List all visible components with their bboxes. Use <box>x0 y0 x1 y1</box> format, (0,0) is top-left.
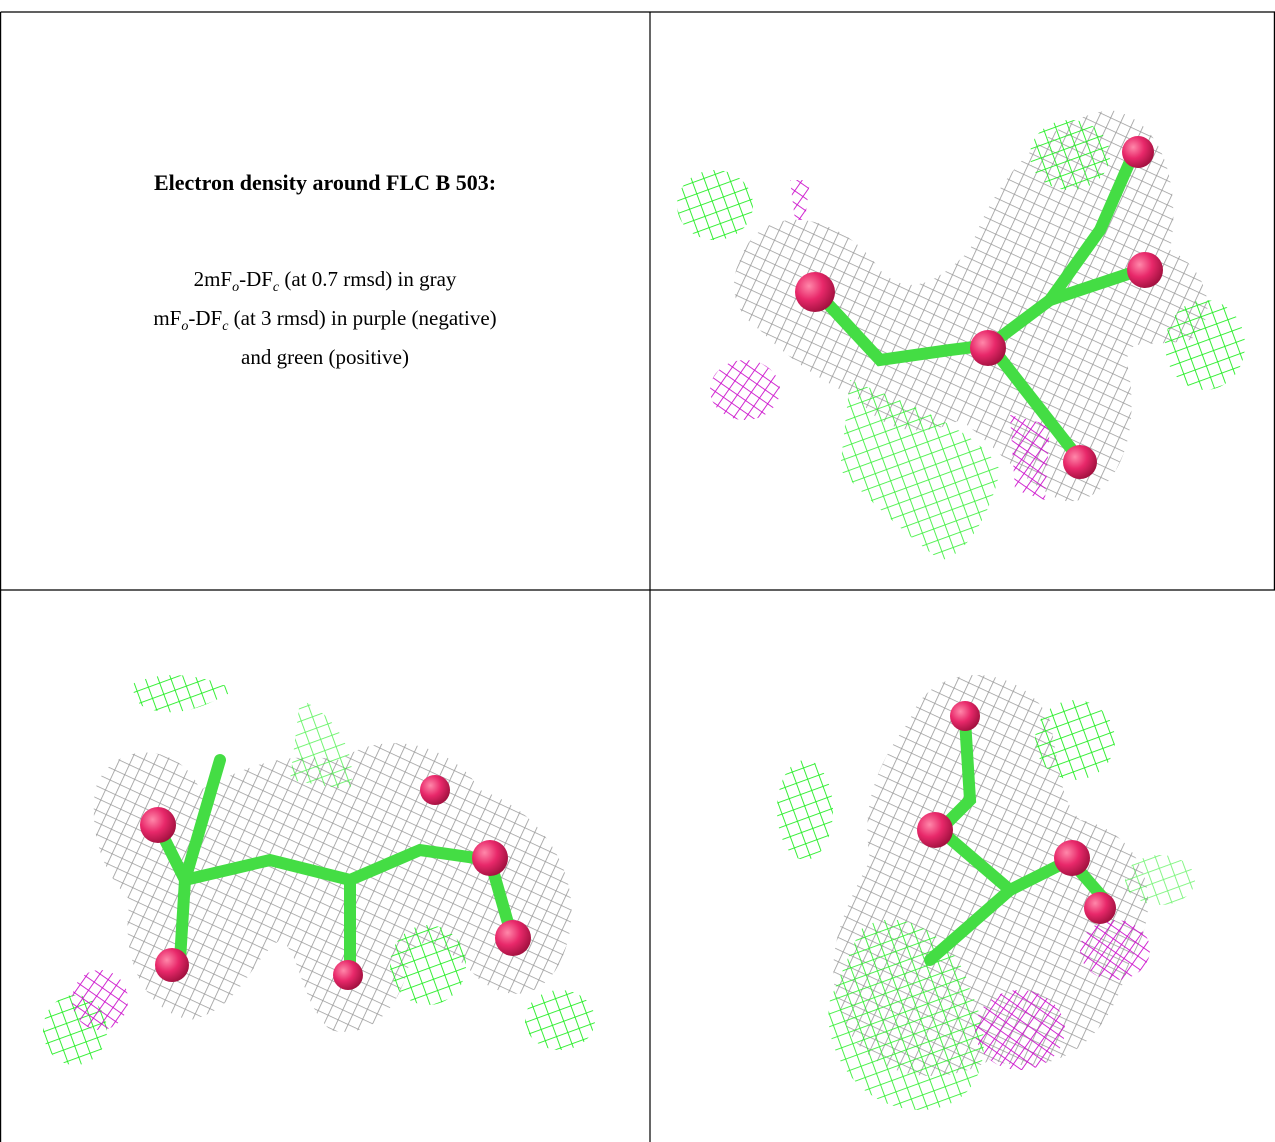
text: 2mF <box>194 267 233 291</box>
caption-line: 2mFo-DFc (at 0.7 rmsd) in gray <box>0 264 650 303</box>
text: -DF <box>188 306 222 330</box>
caption: Electron density around FLC B 503: 2mFo-… <box>0 170 650 373</box>
density-view-3 <box>777 675 1195 1110</box>
caption-title: Electron density around FLC B 503: <box>0 170 650 196</box>
page: Electron density figure {"caption": { "t… <box>0 0 1275 1142</box>
density-view-1 <box>677 110 1245 560</box>
text: -DF <box>239 267 273 291</box>
text: (at 3 rmsd) in purple (negative) <box>228 306 496 330</box>
caption-line: and green (positive) <box>0 342 650 373</box>
text: mF <box>153 306 181 330</box>
caption-line: mFo-DFc (at 3 rmsd) in purple (negative) <box>0 303 650 342</box>
density-view-2 <box>43 675 595 1065</box>
text: (at 0.7 rmsd) in gray <box>279 267 456 291</box>
figure: Electron density around FLC B 503: 2mFo-… <box>0 0 1275 1142</box>
